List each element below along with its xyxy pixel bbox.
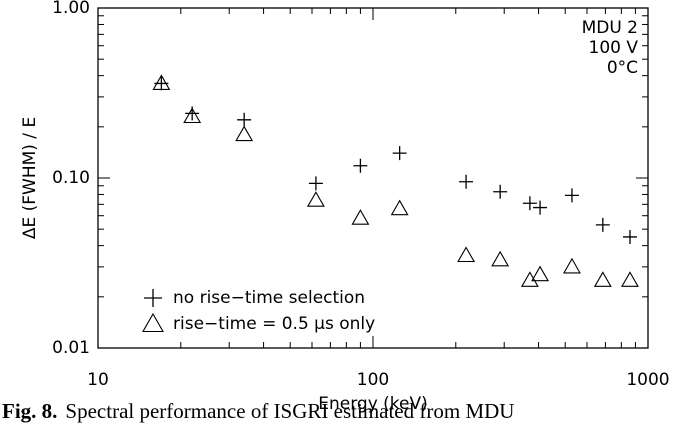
plus-marker xyxy=(533,200,548,215)
triangle-marker xyxy=(621,271,639,287)
x-tick-label: 100 xyxy=(357,370,389,390)
caption-label: Fig. 8. xyxy=(2,399,57,423)
triangle-marker xyxy=(593,271,612,287)
triangle-marker xyxy=(152,74,171,90)
y-axis-label: ΔE (FWHM) / E xyxy=(20,117,40,239)
triangle-marker xyxy=(531,265,549,282)
plus-marker xyxy=(493,184,508,199)
plus-marker xyxy=(522,196,537,211)
x-axis-label: Energy (keV) xyxy=(318,394,428,414)
triangle-marker xyxy=(142,312,164,333)
plus-marker xyxy=(308,176,323,191)
annotation: 100 V xyxy=(589,38,639,58)
x-tick-label: 1000 xyxy=(626,370,669,390)
triangle-marker xyxy=(306,191,325,207)
plus-marker xyxy=(353,158,368,173)
triangle-marker xyxy=(235,125,254,142)
y-tick-label: 0.01 xyxy=(52,338,90,358)
plus-marker xyxy=(595,217,610,232)
plus-marker xyxy=(237,112,252,127)
triangle-marker xyxy=(457,246,476,263)
y-tick-label: 0.10 xyxy=(52,168,90,188)
plus-marker xyxy=(459,174,474,189)
x-tick-label: 10 xyxy=(87,370,109,390)
plus-marker xyxy=(564,188,579,203)
legend-label: rise−time = 0.5 μs only xyxy=(173,314,375,334)
triangle-marker xyxy=(520,271,539,287)
caption: Fig. 8. Spectral performance of ISGRI est… xyxy=(2,399,514,423)
plus-marker xyxy=(622,229,637,244)
caption-text: Spectral performance of ISGRI estimated … xyxy=(65,399,514,423)
plus-marker xyxy=(392,146,407,161)
triangle-marker xyxy=(351,209,370,225)
y-tick-label: 1.00 xyxy=(52,0,90,18)
legend-label: no rise−time selection xyxy=(173,288,365,308)
annotation: 0°C xyxy=(607,58,638,78)
triangle-marker xyxy=(563,257,581,274)
triangle-marker xyxy=(390,199,409,216)
triangle-marker xyxy=(183,107,202,124)
triangle-marker xyxy=(491,250,510,267)
plus-marker xyxy=(144,289,162,307)
annotation: MDU 2 xyxy=(582,18,638,38)
